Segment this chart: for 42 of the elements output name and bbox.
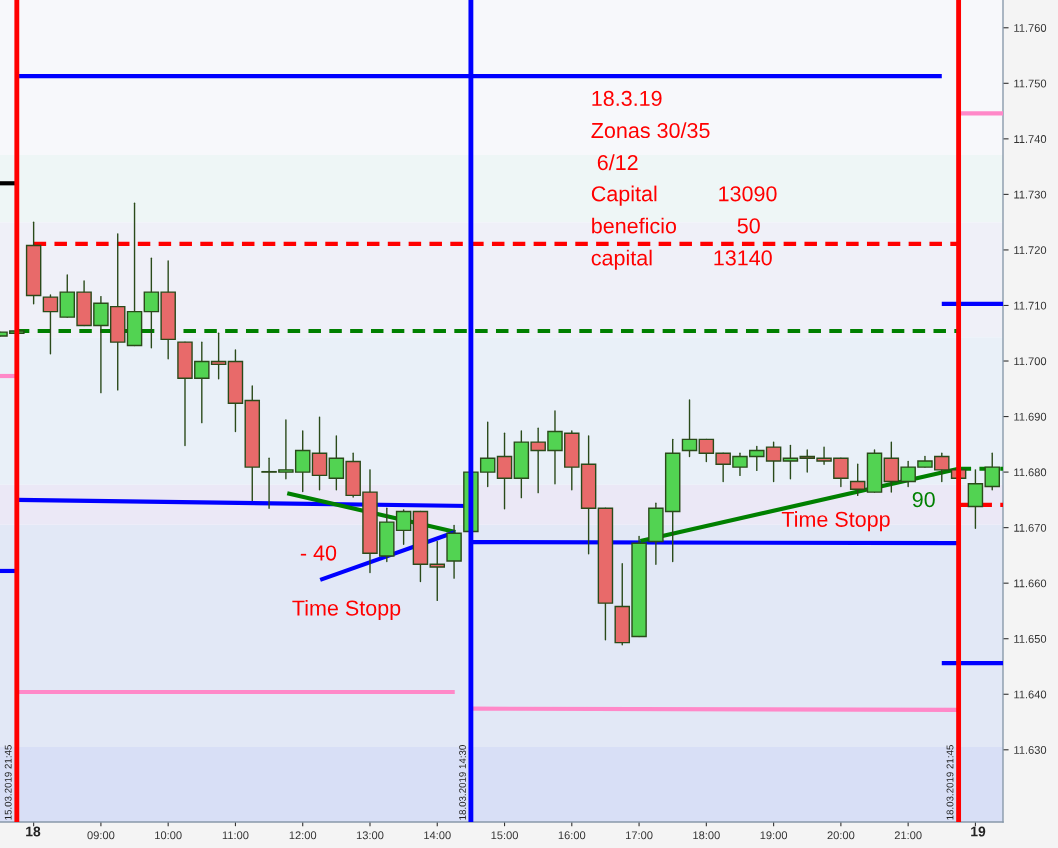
annotation: 18.03.2019 14:30	[459, 745, 466, 820]
annotation: 90	[912, 491, 935, 508]
y-tick-label: 11.680	[1014, 468, 1047, 477]
x-tick-label: 13:00	[356, 831, 384, 840]
annotation: 18.3.19	[592, 90, 662, 107]
annotation: 6/12	[597, 154, 638, 171]
text: 19	[971, 826, 986, 837]
y-tick-label: 11.640	[1014, 690, 1047, 699]
x-tick-label: 10:00	[155, 831, 182, 840]
x-tick-label: 19:00	[760, 831, 788, 840]
annotation: Time Stopp	[781, 511, 890, 532]
annotation: Zonas 30/35	[591, 122, 710, 139]
x-tick-label: 09:00	[87, 831, 115, 840]
x-tick-label: 16:00	[558, 831, 586, 840]
annotation: Time Stopp	[292, 599, 401, 620]
x-tick-label: 14:00	[424, 831, 451, 840]
annotation: Capital 13090	[591, 185, 777, 206]
x-tick-label: 11:00	[222, 831, 249, 840]
annotation: 15.03.2019 21:45	[4, 745, 12, 820]
y-tick-label: 11.730	[1014, 190, 1047, 199]
y-tick-label: 11.660	[1014, 579, 1047, 588]
x-tick-label: 17:00	[626, 831, 653, 840]
y-tick-label: 11.720	[1014, 246, 1047, 255]
y-tick-label: 11.690	[1014, 412, 1047, 421]
x-tick-label: 15:00	[491, 831, 518, 840]
y-tick-label: 11.700	[1014, 357, 1047, 366]
annotation: - 40	[300, 545, 337, 561]
y-tick-label: 11.650	[1014, 634, 1047, 643]
x-tick-label: 20:00	[827, 831, 855, 840]
x-tick-label: 12:00	[289, 831, 317, 840]
annotation: capital 13140	[591, 249, 772, 270]
x-tick-label: 21:00	[894, 831, 922, 840]
y-tick-label: 11.710	[1014, 301, 1047, 310]
y-tick-label: 11.760	[1014, 24, 1047, 32]
y-tick-label: 11.750	[1014, 79, 1047, 88]
x-tick-label: 18:00	[693, 831, 720, 840]
text: 18	[26, 826, 41, 837]
annotation: 18.03.2019 21:45	[946, 745, 954, 820]
annotation: beneficio 50	[592, 217, 760, 234]
y-tick-label: 11.740	[1014, 135, 1047, 143]
y-tick-label: 11.630	[1014, 746, 1047, 754]
y-tick-label: 11.670	[1014, 523, 1047, 532]
